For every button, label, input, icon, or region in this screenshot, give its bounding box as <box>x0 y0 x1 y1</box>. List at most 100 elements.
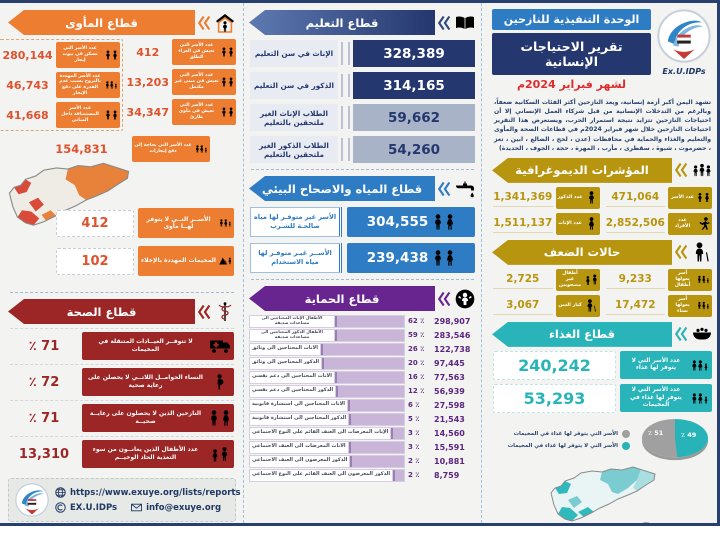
running-person-icon <box>697 217 710 230</box>
family-icon <box>195 143 208 155</box>
footer: https://www.exuye.org/lists/reports EX.U… <box>8 478 241 522</box>
demographics-section-title: المؤشرات الديموغرافية <box>492 157 672 183</box>
female-icon <box>585 217 598 230</box>
bar-row: 8,759 2 ٪ الذكور المعرضون الى العنف القائم… <box>249 468 476 482</box>
shelter-section-header: قطاع المأوى <box>8 10 236 35</box>
family-icon <box>697 273 710 286</box>
stat-need-rent: عدد الأسر التي بحاجة إلى دفع إيجارات 154… <box>35 136 210 162</box>
intro-paragraph: تشهد اليمن أكبر أزمة إنسانية، ويعد الناز… <box>494 99 711 152</box>
globe-icon <box>55 487 66 498</box>
education-section-header: قطاع التعليم <box>249 10 476 35</box>
org-logo-text: Ex.U.IDPs <box>662 67 706 76</box>
email-link[interactable]: info@exuye.org <box>131 502 221 513</box>
stat-value: 1,511,137 <box>493 214 553 234</box>
divider <box>10 292 234 293</box>
top-border <box>0 0 720 3</box>
vulnerability-section-header: حالات الضعف <box>492 239 713 265</box>
page-margin <box>0 526 720 540</box>
stat-value: 59,662 <box>353 104 475 131</box>
stat-value: 1,341,369 <box>493 188 553 208</box>
stat-no-drinking-water: 304,555 الأسر غير متوفـر لها مياه صالحـة… <box>250 207 475 237</box>
stat-individuals: عدد الأفراد 2,852,506 <box>605 212 712 235</box>
copyright: EX.U.IDPs <box>55 502 117 513</box>
person-circle-icon <box>454 288 476 310</box>
yemen-map-food <box>519 466 687 532</box>
copyright-icon <box>55 502 66 513</box>
bar-row: 14,560 3 ٪ الإناث المعرضات الى العنف القائ… <box>249 426 476 440</box>
protection-bar-chart: 298,907 62 ٪ الأطفال الإناث المحتاجين الى … <box>249 314 476 482</box>
faucet-icon <box>454 178 476 200</box>
bar-fill <box>334 371 404 383</box>
stat-value: 239,438 <box>366 250 429 266</box>
stat-value: 328,389 <box>353 40 475 67</box>
stat-value: 102 <box>56 247 134 275</box>
stat-emergency-shelter: عدد الأسر التي تعيش في مأوى طارئ 34,347 <box>127 99 236 125</box>
bar-row: 10,881 2 ٪ الذكور المعرضون الى العنف الاجت… <box>249 454 476 468</box>
bar-fill <box>348 399 404 411</box>
legend-dot-gray <box>622 429 630 438</box>
education-wash-protection-column: قطاع التعليم 328,389 الإناث في سن التعلي… <box>243 3 482 523</box>
pregnant-woman-icon <box>209 374 231 390</box>
stat-value: ٪ 72 <box>28 374 60 390</box>
stat-value: 46,743 <box>6 78 49 92</box>
stat-girls-school-age: 328,389 الإناث في سن التعليم <box>250 40 475 67</box>
family-icon <box>221 46 234 58</box>
health-section-header: قطاع الصحة <box>8 299 236 324</box>
demographics-grid: عدد الأسر 471,064 عدد الذكور 1,341,369 ع… <box>493 186 712 235</box>
demographics-section-header: المؤشرات الديموغرافية <box>492 157 713 183</box>
bar-fill <box>391 427 404 439</box>
stat-females: عدد الإناث 1,511,137 <box>493 212 600 235</box>
bar-fill <box>393 469 404 481</box>
protection-section-title: قطاع الحماية <box>249 286 435 311</box>
bar-fill <box>335 329 404 341</box>
food-pie-chart: ٪ 49 ٪ 51 <box>638 417 712 463</box>
stat-boys-school-age: 314,165 الذكور في سن التعليم <box>250 72 475 99</box>
stat-value: 314,165 <box>353 72 475 99</box>
stat-value: 3,067 <box>493 296 553 316</box>
stat-unaccompanied-children: أطفال غير مصحوبين 2,725 <box>493 268 600 291</box>
family-icon <box>221 106 234 118</box>
bar-row: 56,939 12 ٪ الذكور المحتاجين الى دعم نفسي <box>249 384 476 398</box>
shelter-stats-grid: عدد الأسر التي تعيش في العراء الطلق 412 … <box>0 39 236 131</box>
bar-fill <box>335 315 404 327</box>
legend-item-with-food: الأسر التي يتوفر لها غذاء في المخيمات <box>493 429 630 438</box>
bar-row: 77,563 16 ٪ الاناث المحتاجين الى دعم نفسي <box>249 370 476 384</box>
stat-value: ٪ 71 <box>28 410 60 426</box>
legend-item-without-food: الأسر التي لا يتوفر لها غذاء في المخيمات <box>493 441 630 450</box>
org-name: الوحدة التنفيذية للنازحين <box>492 9 651 30</box>
stat-no-shelter: الأســر التــي لا يتوفر لهــا مأوى 412 <box>56 208 234 238</box>
stat-value: 412 <box>136 45 160 59</box>
stat-idps-no-care: النازحين الذين لا يحصلون على رعايــة صحي… <box>10 400 234 432</box>
stat-unfinished-building: عدد الأسر التي تعيش في مبنى غير مكتمل 13… <box>127 69 236 95</box>
bar-row: 15,591 3 ٪ الاناث المعرضات الى العنف الاجت… <box>249 440 476 454</box>
stat-no-mobile-clinics: لا تتوفــر العيــادات المتنقلة في المخيم… <box>10 328 234 360</box>
stat-value: 471,064 <box>605 188 665 208</box>
stat-value: 154,831 <box>55 142 108 156</box>
vulnerability-grid: أسر يعولها أطفال 9,233 أطفال غير مصحوبين… <box>493 268 712 317</box>
stat-males: عدد الذكور 1,341,369 <box>493 186 600 209</box>
bar-fill <box>336 385 404 397</box>
pie-shape <box>642 418 708 458</box>
stat-boys-out-of-school: 54,260 الطلاب الذكور الغير ملتحقين بالتع… <box>250 136 475 163</box>
report-month: لشهر فبراير 2024م <box>516 78 627 91</box>
bar-fill <box>349 413 404 425</box>
family-icon <box>105 79 118 91</box>
right-border <box>717 0 720 526</box>
food-pie-legend-row: ٪ 49 ٪ 51 الأسر التي يتوفر لها غذاء في ا… <box>493 417 712 463</box>
stat-open-air: عدد الأسر التي تعيش في العراء الطلق 412 <box>127 39 236 65</box>
stat-value: 53,293 <box>493 383 616 413</box>
people-group-icon <box>691 159 713 181</box>
website-link[interactable]: https://www.exuye.org/lists/reports <box>55 487 241 498</box>
chevron-left-icon <box>198 15 211 31</box>
family-icon <box>691 391 709 406</box>
org-logo <box>657 9 711 63</box>
stat-value: 2,852,506 <box>605 214 665 234</box>
person-with-cane-icon <box>691 241 713 263</box>
stat-rented-houses: عدد الأسر التي تسكن في بيوت إيجار 280,14… <box>2 42 120 68</box>
stat-no-usage-water: 239,438 الأســر غيـر متوفـر لها مياه الا… <box>250 243 475 273</box>
camp-tent-icon <box>219 255 232 267</box>
family-icon <box>697 299 710 312</box>
stat-child-headed-families: أسر يعولها أطفال 9,233 <box>605 268 712 291</box>
stat-value: 13,203 <box>126 75 169 89</box>
